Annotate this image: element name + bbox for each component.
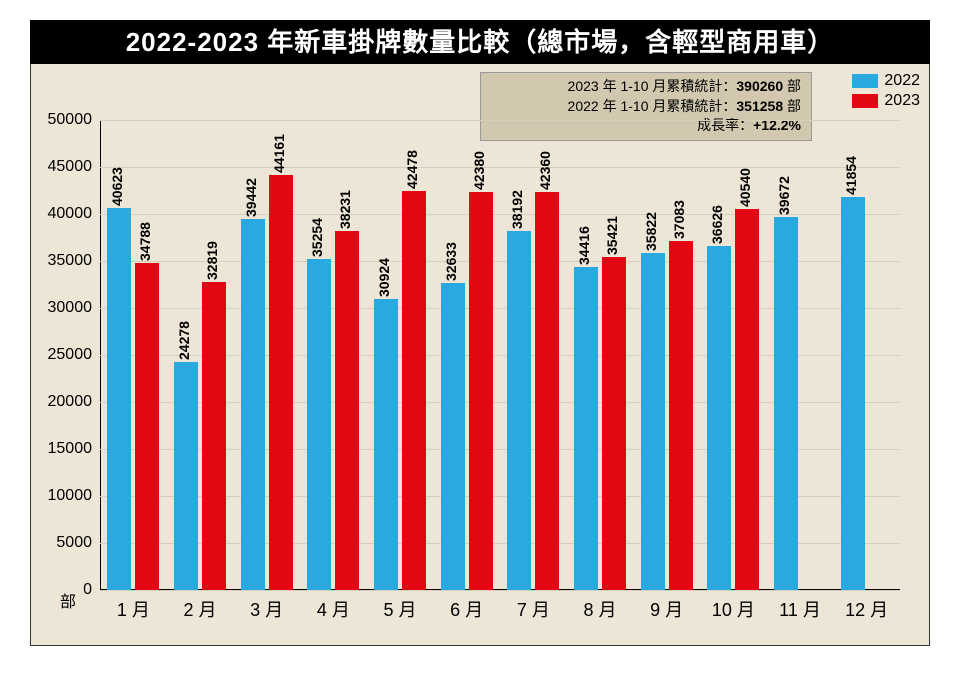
stats-value: 351258	[736, 98, 783, 114]
bar-value-label: 44161	[271, 134, 287, 173]
bar-value-label: 32633	[443, 242, 459, 281]
bar-value-label: 40623	[109, 167, 125, 206]
y-tick-label: 15000	[48, 440, 101, 458]
bar: 34416	[574, 267, 598, 591]
bar-value-label: 34416	[576, 226, 592, 265]
bar: 34788	[135, 263, 159, 590]
bar: 37083	[669, 241, 693, 590]
bar: 38231	[335, 231, 359, 590]
bar: 42478	[402, 191, 426, 590]
bar-value-label: 39672	[776, 176, 792, 215]
x-tick-label: 10 月	[712, 590, 755, 622]
bar-value-label: 42360	[537, 151, 553, 190]
gridline	[100, 120, 900, 121]
bar: 41854	[841, 197, 865, 590]
legend-item: 2022	[852, 72, 920, 90]
bar-value-label: 40540	[737, 168, 753, 207]
x-tick-label: 12 月	[845, 590, 888, 622]
legend-label: 2022	[884, 72, 920, 90]
x-tick-label: 4 月	[317, 590, 350, 622]
y-tick-label: 0	[83, 581, 100, 599]
bar: 42380	[469, 192, 493, 590]
legend-item: 2023	[852, 92, 920, 110]
y-axis-unit: 部	[60, 588, 76, 612]
stats-label: 2022 年 1-10 月累積統計：	[568, 98, 737, 114]
bar-value-label: 42478	[404, 150, 420, 189]
chart-title: 2022-2023 年新車掛牌數量比較（總市場，含輕型商用車）	[30, 20, 930, 64]
bar: 42360	[535, 192, 559, 590]
legend-swatch	[852, 74, 878, 88]
bar-value-label: 38192	[509, 190, 525, 229]
x-tick-label: 6 月	[450, 590, 483, 622]
y-tick-label: 35000	[48, 252, 101, 270]
plot-area: 部 05000100001500020000250003000035000400…	[100, 120, 900, 590]
bar: 35254	[307, 259, 331, 590]
bar: 30924	[374, 299, 398, 590]
y-tick-label: 5000	[56, 534, 100, 552]
bar: 36626	[707, 246, 731, 590]
bar-value-label: 39442	[243, 178, 259, 217]
bar: 39442	[241, 219, 265, 590]
bar-value-label: 38231	[337, 190, 353, 229]
stats-suffix: 部	[783, 98, 801, 114]
y-tick-label: 30000	[48, 299, 101, 317]
y-tick-label: 50000	[48, 111, 101, 129]
stats-line: 2022 年 1-10 月累積統計：351258 部	[491, 97, 801, 117]
x-tick-label: 11 月	[779, 590, 821, 622]
x-tick-label: 7 月	[517, 590, 550, 622]
legend-label: 2023	[884, 92, 920, 110]
legend-swatch	[852, 94, 878, 108]
bar: 39672	[774, 217, 798, 590]
y-tick-label: 40000	[48, 205, 101, 223]
bar: 32633	[441, 283, 465, 590]
bar-value-label: 30924	[376, 258, 392, 297]
bar: 38192	[507, 231, 531, 590]
bar: 44161	[269, 175, 293, 590]
stats-suffix: 部	[783, 78, 801, 94]
stats-line: 2023 年 1-10 月累積統計：390260 部	[491, 77, 801, 97]
bar-value-label: 35421	[604, 216, 620, 255]
bar-value-label: 34788	[137, 222, 153, 261]
y-tick-label: 45000	[48, 158, 101, 176]
y-tick-label: 20000	[48, 393, 101, 411]
bar: 35822	[641, 253, 665, 590]
x-tick-label: 8 月	[583, 590, 616, 622]
legend: 2022 2023	[852, 72, 920, 112]
stats-label: 2023 年 1-10 月累積統計：	[568, 78, 737, 94]
bar-value-label: 35254	[309, 218, 325, 257]
stats-value: 390260	[736, 78, 783, 94]
bar: 35421	[602, 257, 626, 590]
bar-value-label: 24278	[176, 321, 192, 360]
bar: 24278	[174, 362, 198, 590]
x-tick-label: 5 月	[383, 590, 416, 622]
y-tick-label: 25000	[48, 346, 101, 364]
bar-value-label: 32819	[204, 241, 220, 280]
gridline	[100, 167, 900, 168]
chart-container: 2022-2023 年新車掛牌數量比較（總市場，含輕型商用車） 2023 年 1…	[0, 0, 960, 676]
bar-value-label: 42380	[471, 151, 487, 190]
x-tick-label: 9 月	[650, 590, 683, 622]
x-tick-label: 3 月	[250, 590, 283, 622]
y-tick-label: 10000	[48, 487, 101, 505]
bar: 40623	[107, 208, 131, 590]
bar-value-label: 36626	[709, 205, 725, 244]
bar-value-label: 37083	[671, 200, 687, 239]
x-tick-label: 1 月	[117, 590, 150, 622]
bar-value-label: 41854	[843, 156, 859, 195]
bar: 40540	[735, 209, 759, 590]
bar: 32819	[202, 282, 226, 590]
x-tick-label: 2 月	[183, 590, 216, 622]
bar-value-label: 35822	[643, 212, 659, 251]
